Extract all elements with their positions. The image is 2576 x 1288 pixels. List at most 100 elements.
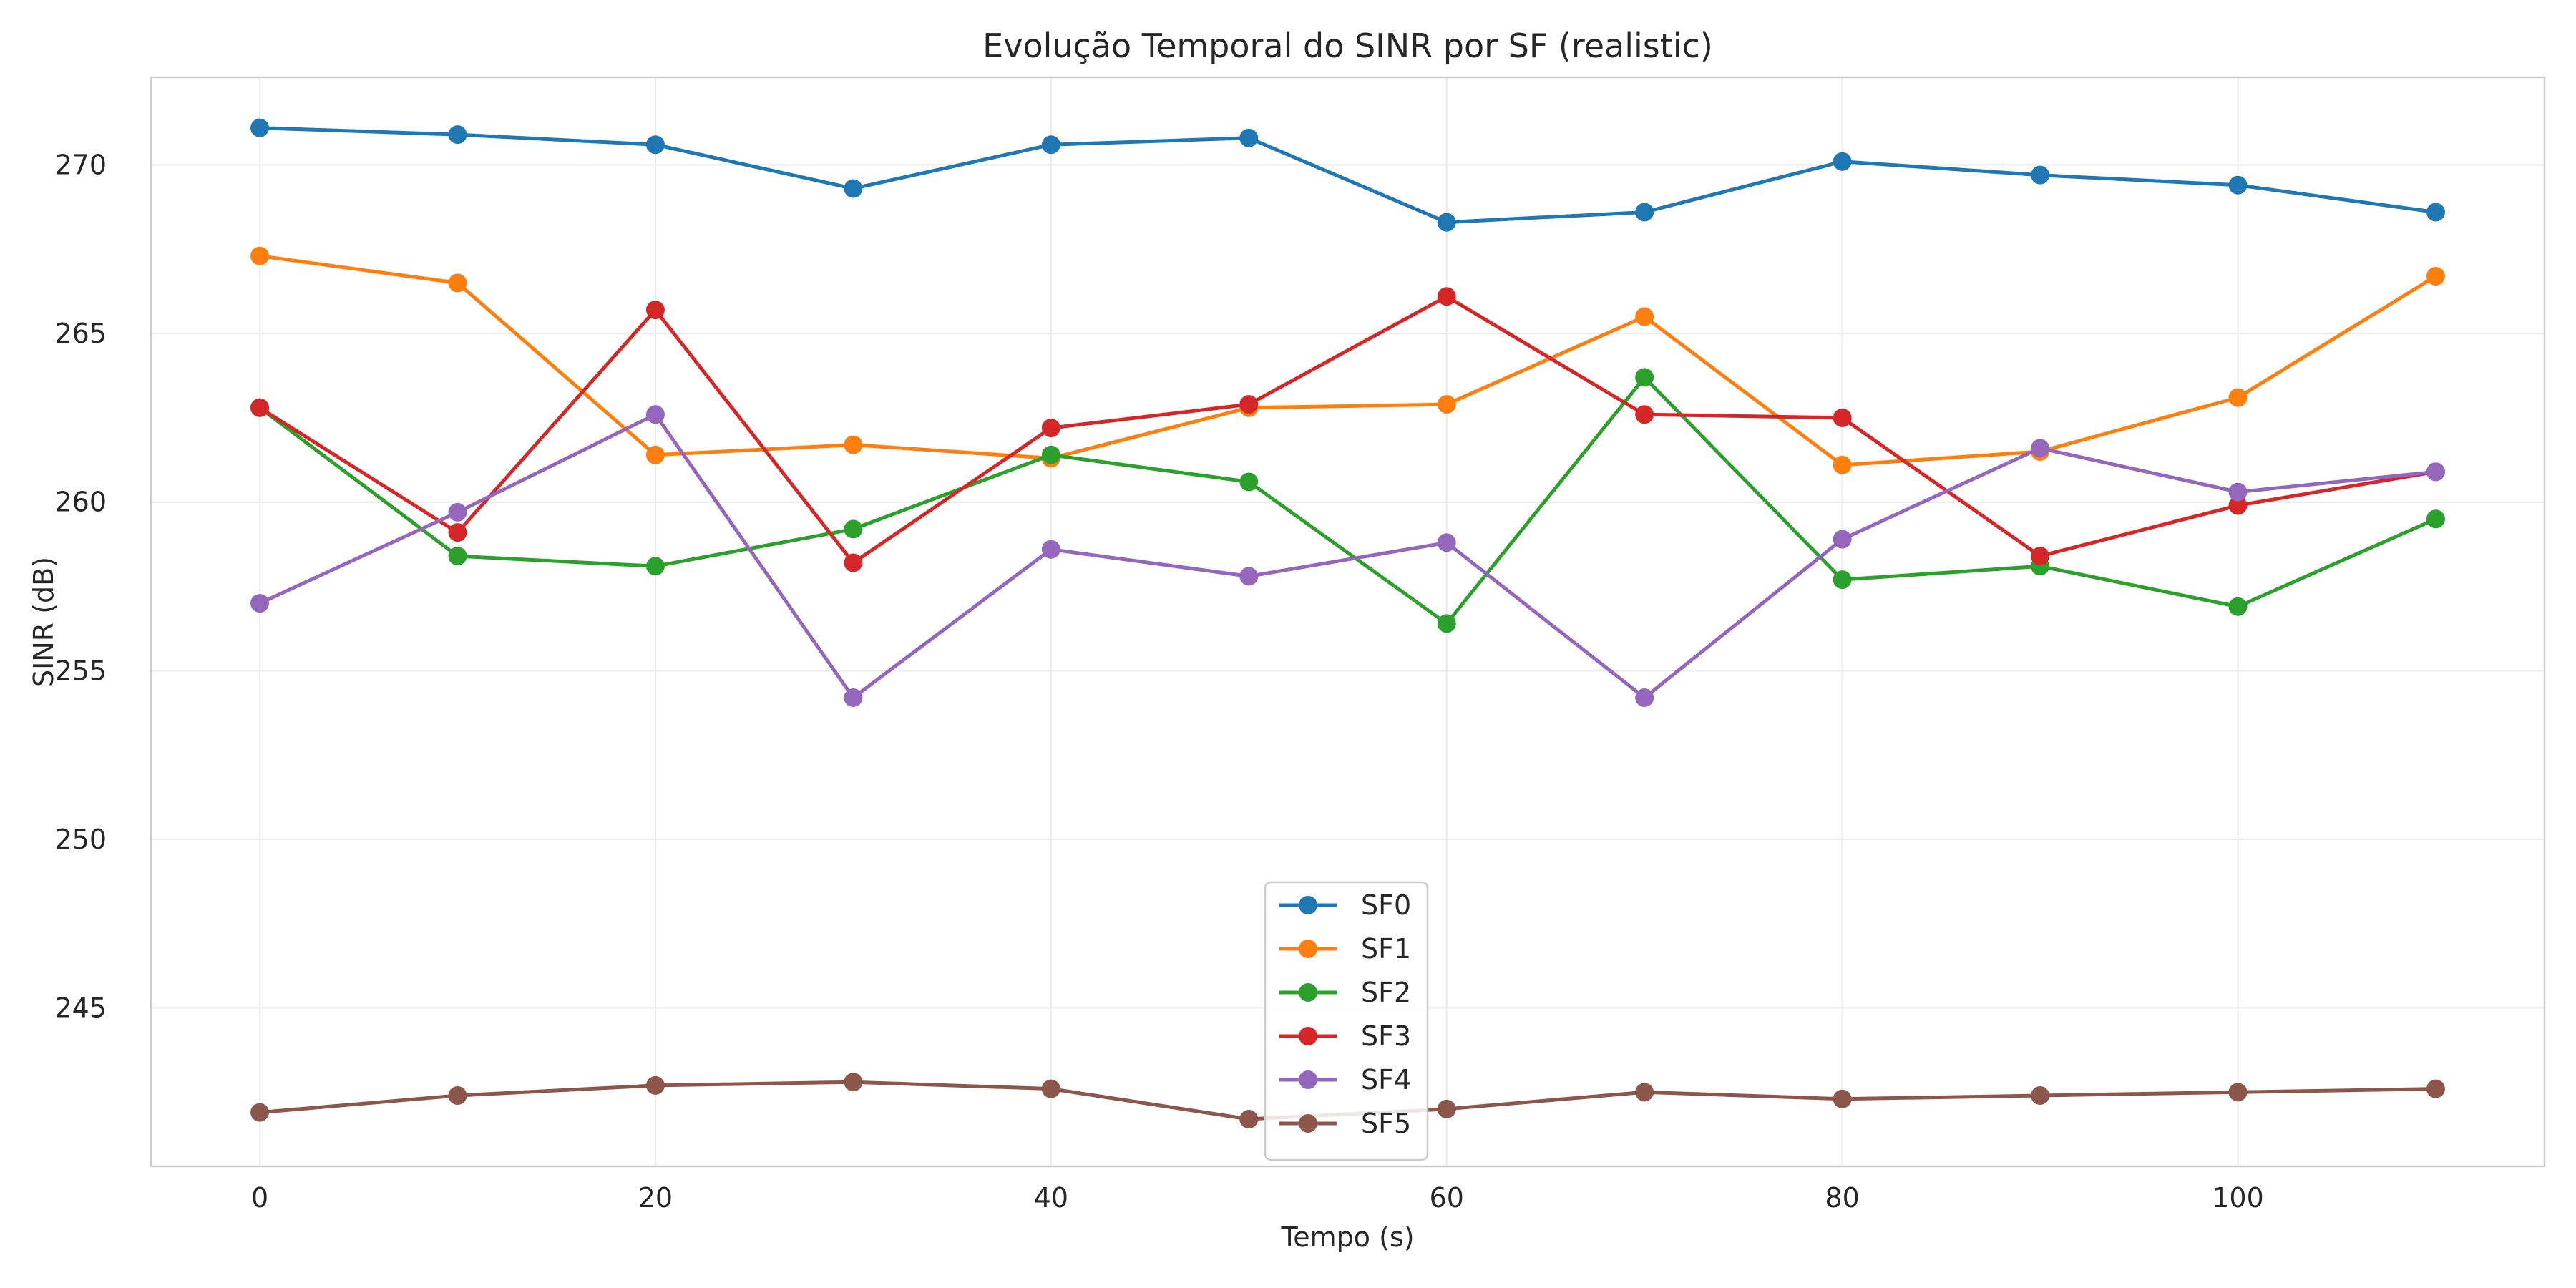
- series-SF4: [250, 405, 2445, 708]
- x-tick-label-4: 80: [1825, 1182, 1859, 1214]
- data-point-SF2-11: [2426, 509, 2445, 529]
- data-point-SF2-10: [2228, 597, 2248, 616]
- y-tick-label-4: 265: [54, 318, 107, 349]
- data-point-SF5-11: [2426, 1079, 2445, 1098]
- tick-labels: 0 20 40 60 80 100 245 250 255 260 265 270: [54, 150, 2263, 1214]
- data-point-SF0-5: [1239, 128, 1259, 147]
- data-point-SF2-8: [1833, 570, 1852, 590]
- data-point-SF0-10: [2228, 175, 2248, 195]
- x-tick-label-5: 100: [2212, 1182, 2264, 1214]
- data-point-SF1-11: [2426, 267, 2445, 286]
- data-point-SF1-10: [2228, 388, 2248, 407]
- data-point-SF5-0: [250, 1103, 270, 1122]
- legend-swatch-marker-SF0: [1299, 896, 1317, 914]
- x-axis-label: Tempo (s): [1280, 1221, 1414, 1253]
- data-point-SF5-2: [645, 1075, 665, 1095]
- legend-item-SF3: SF3: [1279, 1020, 1411, 1052]
- data-point-SF4-7: [1635, 688, 1654, 708]
- series-line-SF2: [258, 375, 2438, 625]
- legend-item-SF4: SF4: [1279, 1064, 1411, 1096]
- legend-swatch-marker-SF2: [1299, 983, 1317, 1002]
- legend-item-SF2: SF2: [1279, 977, 1411, 1008]
- chart-title: Evolução Temporal do SINR por SF (realis…: [982, 26, 1713, 65]
- plot-frame: [150, 76, 2546, 1168]
- data-point-SF4-3: [844, 688, 863, 708]
- grid-lines: [151, 77, 2545, 1166]
- data-point-SF1-8: [1833, 455, 1852, 474]
- data-point-SF4-5: [1239, 567, 1259, 586]
- data-point-SF0-6: [1437, 213, 1456, 232]
- data-point-SF2-7: [1635, 368, 1654, 387]
- data-point-SF0-3: [844, 179, 863, 198]
- data-point-SF3-9: [2031, 547, 2050, 566]
- x-tick-label-0: 0: [251, 1182, 268, 1214]
- data-point-SF3-3: [844, 553, 863, 572]
- series-line-SF4: [258, 412, 2438, 700]
- data-point-SF4-0: [250, 594, 270, 613]
- x-tick-label-3: 60: [1430, 1182, 1464, 1214]
- legend-label-SF5: SF5: [1361, 1108, 1411, 1139]
- data-point-SF4-11: [2426, 462, 2445, 482]
- y-tick-label-5: 270: [54, 150, 107, 181]
- data-point-SF1-0: [250, 246, 270, 265]
- data-point-SF0-0: [250, 118, 270, 137]
- data-point-SF2-4: [1041, 445, 1060, 464]
- data-point-SF5-6: [1437, 1099, 1456, 1118]
- data-point-SF0-1: [448, 125, 467, 145]
- data-point-SF0-11: [2426, 203, 2445, 222]
- y-tick-label-2: 255: [54, 655, 107, 686]
- legend-swatch-marker-SF4: [1299, 1070, 1317, 1089]
- data-point-SF1-6: [1437, 395, 1456, 414]
- legend-item-SF0: SF0: [1279, 889, 1411, 921]
- legend-item-SF1: SF1: [1279, 933, 1411, 965]
- data-point-SF5-5: [1239, 1110, 1259, 1129]
- series-SF3: [250, 287, 2445, 572]
- series-line-SF3: [258, 294, 2438, 565]
- data-point-SF0-4: [1041, 135, 1060, 155]
- data-point-SF2-3: [844, 519, 863, 539]
- data-point-SF2-2: [645, 557, 665, 576]
- data-point-SF2-5: [1239, 472, 1259, 492]
- data-point-SF4-9: [2031, 439, 2050, 458]
- x-tick-label-1: 20: [638, 1182, 673, 1214]
- data-point-SF4-1: [448, 502, 467, 522]
- data-point-SF0-2: [645, 135, 665, 155]
- data-point-SF4-4: [1041, 540, 1060, 559]
- legend: SF0 SF1 SF2 SF3 SF4 SF5: [1264, 881, 1429, 1161]
- data-point-SF1-7: [1635, 307, 1654, 326]
- data-point-SF1-3: [844, 435, 863, 454]
- legend-label-SF3: SF3: [1361, 1020, 1411, 1052]
- legend-label-SF4: SF4: [1361, 1064, 1411, 1096]
- data-point-SF2-6: [1437, 614, 1456, 633]
- data-point-SF2-1: [448, 547, 467, 566]
- data-point-SF3-0: [250, 398, 270, 417]
- data-point-SF5-7: [1635, 1083, 1654, 1102]
- data-point-SF5-4: [1041, 1079, 1060, 1098]
- data-point-SF3-7: [1635, 405, 1654, 424]
- data-point-SF5-3: [844, 1073, 863, 1092]
- legend-label-SF2: SF2: [1361, 977, 1411, 1008]
- data-point-SF0-7: [1635, 203, 1654, 222]
- data-point-SF1-2: [645, 445, 665, 464]
- data-point-SF3-10: [2228, 496, 2248, 515]
- series-SF0: [250, 118, 2445, 232]
- data-point-SF3-4: [1041, 419, 1060, 438]
- data-point-SF3-1: [448, 523, 467, 542]
- legend-label-SF1: SF1: [1361, 933, 1411, 965]
- data-point-SF4-10: [2228, 482, 2248, 502]
- data-point-SF5-10: [2228, 1083, 2248, 1102]
- data-point-SF4-2: [645, 405, 665, 424]
- y-tick-label-3: 260: [54, 487, 107, 518]
- data-point-SF5-9: [2031, 1086, 2050, 1106]
- data-point-SF3-2: [645, 301, 665, 320]
- legend-label-SF0: SF0: [1361, 889, 1411, 921]
- series-line-SF1: [258, 254, 2438, 467]
- legend-swatch-marker-SF3: [1299, 1027, 1317, 1045]
- y-tick-label-0: 245: [54, 992, 107, 1024]
- data-point-SF3-8: [1833, 408, 1852, 427]
- legend-item-SF5: SF5: [1279, 1108, 1411, 1139]
- series-layer: [250, 118, 2445, 1129]
- data-point-SF4-6: [1437, 533, 1456, 552]
- data-point-SF0-8: [1833, 152, 1852, 171]
